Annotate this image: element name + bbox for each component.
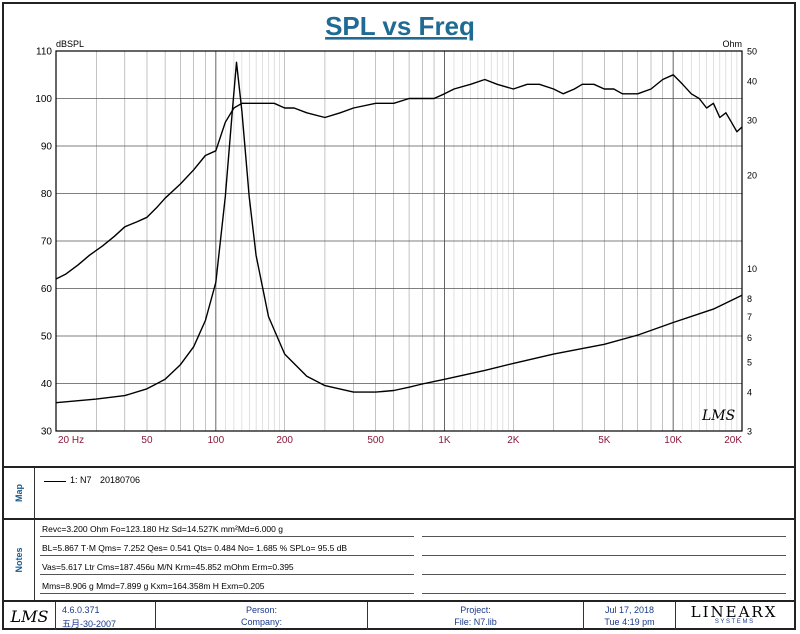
- watermark-logo: LMS: [701, 408, 735, 424]
- map-section: Map 1: N7 20180706: [4, 466, 796, 518]
- note-line-2: BL=5.867 T·M Qms= 7.252 Qes= 0.541 Qts= …: [42, 543, 348, 553]
- curves: [55, 61, 743, 404]
- footer-version-cell: 4.6.0.371 五月-30-2007: [56, 602, 156, 630]
- y-left-tick-label: 40: [41, 379, 53, 390]
- time-text: Tue 4:19 pm: [604, 617, 655, 627]
- note-line-1: Revc=3.200 Ohm Fo=123.180 Hz Sd=14.527K …: [42, 524, 283, 534]
- y-right-tick-label: 40: [747, 77, 757, 87]
- project-label: Project:: [460, 605, 491, 615]
- grid: [55, 50, 743, 432]
- footer-project-cell: Project: File: N7.lib: [368, 602, 584, 630]
- y-right-axis: 3 4 5 6 7 8 10 20 30 40 50: [747, 47, 757, 437]
- x-tick-label: 5K: [598, 435, 611, 446]
- file-label: File: N7.lib: [454, 617, 497, 627]
- plot-area: [55, 50, 743, 432]
- date-text: Jul 17, 2018: [604, 605, 655, 615]
- chart-title: SPL vs Freq: [325, 11, 475, 41]
- spl-chart: SPL vs Freq dBSPL Ohm 20 Hz 50 100 200 500 1K…: [35, 11, 757, 446]
- x-tick-label: 1K: [438, 435, 451, 446]
- y-right-tick-label: 4: [747, 388, 752, 398]
- note-rule: [422, 593, 786, 594]
- person-label: Person:: [245, 605, 278, 615]
- y-left-label: dBSPL: [56, 39, 84, 49]
- x-tick-label: 200: [276, 435, 293, 446]
- y-left-axis: 30 40 50 60 70 80 90 100 110: [35, 47, 52, 438]
- x-tick-label: 500: [367, 435, 384, 446]
- note-line-4: Mms=8.906 g Mmd=7.899 g Kxm=164.358m H E…: [42, 581, 265, 591]
- x-tick-label: 100: [207, 435, 224, 446]
- note-rule: [422, 555, 786, 556]
- note-rule: [40, 574, 414, 575]
- footer-brand-cell: LINEARX S Y S T E M S: [676, 602, 792, 630]
- note-rule: [40, 555, 414, 556]
- y-right-label: Ohm: [722, 39, 742, 49]
- linearx-brand-sub: S Y S T E M S: [714, 619, 754, 625]
- footer: LMS 4.6.0.371 五月-30-2007 Person: Company…: [4, 600, 796, 630]
- note-rule: [40, 536, 414, 537]
- y-right-tick-label: 8: [747, 294, 752, 304]
- footer-logo-cell: LMS: [4, 602, 56, 630]
- note-rule: [40, 593, 414, 594]
- legend-entry: 1: N7: [70, 475, 92, 485]
- x-tick-label: 2K: [507, 435, 520, 446]
- y-left-tick-label: 60: [41, 284, 53, 295]
- build-date-text: 五月-30-2007: [62, 619, 117, 629]
- legend-date: 20180706: [100, 475, 141, 485]
- y-left-tick-label: 30: [41, 427, 53, 438]
- note-rule: [422, 536, 786, 537]
- y-right-tick-label: 7: [747, 312, 752, 322]
- version-text: 4.6.0.371: [62, 605, 100, 615]
- impedance-curve: [55, 61, 743, 404]
- y-left-tick-label: 90: [41, 142, 53, 153]
- lms-logo: LMS: [10, 607, 49, 626]
- notes-tab-label: Notes: [14, 547, 24, 573]
- y-left-tick-label: 80: [41, 189, 53, 200]
- company-label: Company:: [240, 617, 283, 627]
- spl-curve: [55, 74, 743, 280]
- y-right-tick-label: 50: [747, 47, 757, 57]
- map-tab-label: Map: [14, 484, 24, 502]
- footer-date-cell: Jul 17, 2018 Tue 4:19 pm: [584, 602, 676, 630]
- y-left-tick-label: 100: [35, 94, 52, 105]
- y-left-tick-label: 110: [36, 47, 52, 58]
- y-right-tick-label: 30: [747, 115, 757, 125]
- y-right-tick-label: 10: [747, 264, 757, 274]
- x-tick-label: 20K: [724, 435, 742, 446]
- y-left-tick-label: 70: [41, 237, 53, 248]
- footer-person-cell: Person: Company:: [156, 602, 368, 630]
- y-right-tick-label: 5: [747, 358, 752, 368]
- x-tick-label: 10K: [664, 435, 682, 446]
- map-tab[interactable]: Map: [4, 468, 35, 518]
- notes-tab[interactable]: Notes: [4, 520, 35, 600]
- x-axis: 20 Hz 50 100 200 500 1K 2K 5K 10K 20K: [58, 435, 742, 446]
- x-tick-label: 20 Hz: [58, 435, 84, 446]
- linearx-brand: LINEARX: [690, 603, 778, 621]
- y-right-tick-label: 6: [747, 333, 752, 343]
- note-line-3: Vas=5.617 Ltr Cms=187.456u M/N Krm=45.85…: [42, 562, 294, 572]
- y-right-tick-label: 20: [747, 170, 757, 180]
- y-right-tick-label: 3: [747, 427, 752, 437]
- x-tick-label: 50: [141, 435, 153, 446]
- y-left-tick-label: 50: [41, 332, 53, 343]
- note-rule: [422, 574, 786, 575]
- notes-section: Notes Revc=3.200 Ohm Fo=123.180 Hz Sd=14…: [4, 518, 796, 600]
- legend-line-sample: [44, 481, 66, 482]
